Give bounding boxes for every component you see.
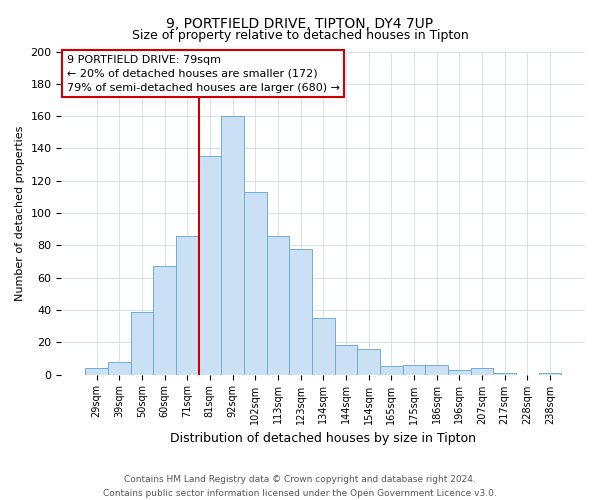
Bar	[85, 368, 108, 374]
Bar	[493, 373, 516, 374]
Bar	[221, 116, 244, 374]
Bar	[199, 156, 221, 374]
Y-axis label: Number of detached properties: Number of detached properties	[15, 126, 25, 300]
Bar	[153, 266, 176, 374]
Text: Size of property relative to detached houses in Tipton: Size of property relative to detached ho…	[131, 29, 469, 42]
Bar	[289, 248, 312, 374]
Bar	[131, 312, 153, 374]
X-axis label: Distribution of detached houses by size in Tipton: Distribution of detached houses by size …	[170, 432, 476, 445]
Bar	[312, 318, 335, 374]
Bar	[108, 362, 131, 374]
Bar	[380, 366, 403, 374]
Bar	[357, 348, 380, 374]
Bar	[425, 365, 448, 374]
Bar	[335, 346, 357, 374]
Bar	[448, 370, 470, 374]
Bar	[403, 365, 425, 374]
Bar	[539, 373, 561, 374]
Bar	[266, 236, 289, 374]
Text: 9, PORTFIELD DRIVE, TIPTON, DY4 7UP: 9, PORTFIELD DRIVE, TIPTON, DY4 7UP	[166, 18, 434, 32]
Bar	[176, 236, 199, 374]
Bar	[470, 368, 493, 374]
Bar	[244, 192, 266, 374]
Text: Contains HM Land Registry data © Crown copyright and database right 2024.
Contai: Contains HM Land Registry data © Crown c…	[103, 476, 497, 498]
Text: 9 PORTFIELD DRIVE: 79sqm
← 20% of detached houses are smaller (172)
79% of semi-: 9 PORTFIELD DRIVE: 79sqm ← 20% of detach…	[67, 54, 340, 92]
